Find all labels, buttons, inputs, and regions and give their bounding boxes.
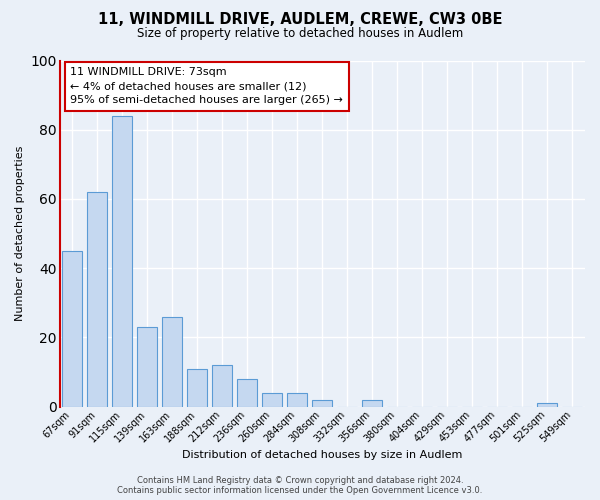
- Bar: [313, 400, 332, 406]
- Text: 11, WINDMILL DRIVE, AUDLEM, CREWE, CW3 0BE: 11, WINDMILL DRIVE, AUDLEM, CREWE, CW3 0…: [98, 12, 502, 28]
- Bar: [262, 393, 283, 406]
- Bar: [112, 116, 132, 406]
- Bar: [212, 365, 232, 406]
- Text: Size of property relative to detached houses in Audlem: Size of property relative to detached ho…: [137, 28, 463, 40]
- Bar: [538, 403, 557, 406]
- Bar: [187, 368, 207, 406]
- Bar: [287, 393, 307, 406]
- Bar: [238, 379, 257, 406]
- X-axis label: Distribution of detached houses by size in Audlem: Distribution of detached houses by size …: [182, 450, 463, 460]
- Text: Contains HM Land Registry data © Crown copyright and database right 2024.
Contai: Contains HM Land Registry data © Crown c…: [118, 476, 482, 495]
- Text: 11 WINDMILL DRIVE: 73sqm
← 4% of detached houses are smaller (12)
95% of semi-de: 11 WINDMILL DRIVE: 73sqm ← 4% of detache…: [70, 68, 343, 106]
- Bar: [62, 251, 82, 406]
- Bar: [362, 400, 382, 406]
- Bar: [137, 327, 157, 406]
- Bar: [162, 316, 182, 406]
- Y-axis label: Number of detached properties: Number of detached properties: [15, 146, 25, 322]
- Bar: [87, 192, 107, 406]
